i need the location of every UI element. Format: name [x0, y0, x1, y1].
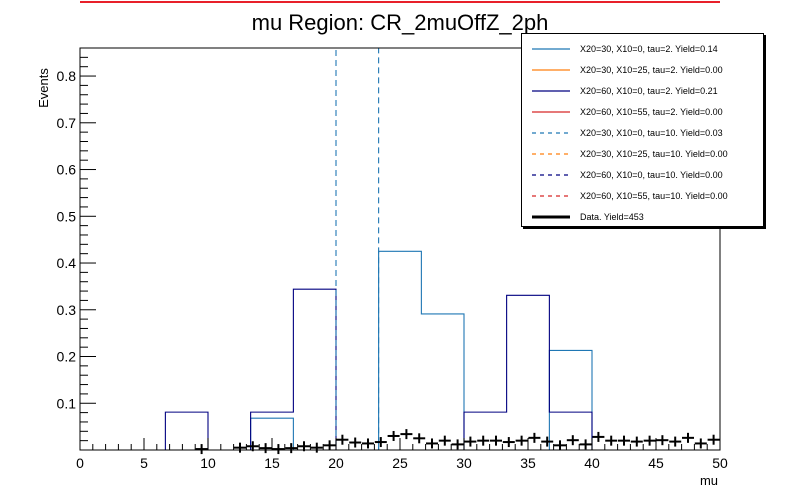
y-tick-label: 0.5 — [57, 208, 77, 224]
data-point — [579, 439, 592, 450]
data-point — [490, 435, 502, 446]
y-tick-label: 0.6 — [57, 162, 77, 178]
data-point — [426, 438, 438, 449]
data-point — [451, 439, 464, 450]
data-point — [566, 435, 579, 446]
data-point — [464, 436, 477, 447]
legend-label: X20=60, X10=55, tau=2. Yield=0.00 — [580, 107, 723, 117]
x-axis-label: mu — [700, 473, 718, 488]
x-tick-label: 10 — [200, 455, 216, 471]
legend-swatch — [532, 111, 570, 113]
legend-entry: X20=60, X10=55, tau=10. Yield=0.00 — [522, 189, 763, 203]
data-point — [272, 444, 285, 455]
legend-entry: X20=30, X10=0, tau=10. Yield=0.03 — [522, 126, 763, 140]
legend-swatch — [532, 69, 570, 71]
data-point — [643, 435, 656, 446]
data-point — [592, 431, 605, 442]
y-axis-label: Events — [36, 68, 51, 108]
data-point — [413, 433, 426, 444]
legend-swatch — [532, 174, 570, 176]
legend-swatch — [532, 195, 570, 197]
data-point — [618, 435, 630, 446]
legend-swatch — [532, 90, 570, 92]
data-point — [259, 443, 272, 454]
data-point — [694, 438, 707, 449]
legend-entry: X20=30, X10=0, tau=2. Yield=0.14 — [522, 42, 763, 56]
data-point — [707, 434, 720, 445]
legend-label: X20=30, X10=25, tau=2. Yield=0.00 — [580, 65, 723, 75]
data-point — [554, 440, 566, 451]
data-point — [195, 444, 208, 455]
series-3-line — [80, 288, 720, 451]
data-point — [400, 429, 413, 440]
legend-label: X20=60, X10=55, tau=10. Yield=0.00 — [580, 191, 728, 201]
x-tick-label: 50 — [712, 455, 728, 471]
legend-entry: Data. Yield=453 — [522, 210, 763, 224]
data-point — [438, 435, 451, 446]
legend-swatch — [532, 215, 570, 219]
y-tick-label: 0.7 — [57, 115, 77, 131]
chart-title: mu Region: CR_2muOffZ_2ph — [252, 10, 549, 35]
legend-swatch — [532, 153, 570, 155]
legend-swatch — [532, 48, 570, 50]
legend-label: X20=60, X10=0, tau=10. Yield=0.00 — [580, 170, 723, 180]
data-point — [515, 435, 528, 446]
y-tick-label: 0.4 — [57, 255, 77, 271]
legend: X20=30, X10=0, tau=2. Yield=0.14 X20=30, … — [521, 33, 764, 227]
data-point — [349, 437, 362, 448]
series-1-line — [80, 250, 720, 451]
data-point — [310, 442, 323, 453]
x-tick-label: 30 — [456, 455, 472, 471]
axes: 0 5 10 15 20 25 30 35 40 45 50 0.1 0.2 0.3 0.4 0.5 0.6 0.… — [57, 47, 728, 471]
legend-label: Data. Yield=453 — [580, 212, 644, 222]
x-tick-label: 45 — [648, 455, 664, 471]
legend-label: X20=60, X10=0, tau=2. Yield=0.21 — [580, 86, 718, 96]
legend-label: X20=30, X10=0, tau=2. Yield=0.14 — [580, 44, 718, 54]
data-point — [605, 435, 618, 446]
data-point — [374, 437, 387, 448]
y-tick-label: 0.8 — [57, 68, 77, 84]
data-point — [234, 442, 246, 453]
x-tick-label: 20 — [328, 455, 344, 471]
data-point — [630, 436, 643, 447]
x-tick-label: 5 — [140, 455, 148, 471]
legend-entry: X20=30, X10=25, tau=10. Yield=0.00 — [522, 147, 763, 161]
legend-swatch — [532, 132, 570, 134]
x-tick-label: 40 — [584, 455, 600, 471]
data-point — [528, 432, 541, 443]
data-point — [362, 438, 374, 449]
y-tick-label: 0.2 — [57, 349, 77, 365]
data-point — [323, 440, 336, 451]
data-point — [682, 432, 694, 443]
data-point — [477, 435, 490, 446]
legend-entry: X20=60, X10=55, tau=2. Yield=0.00 — [522, 105, 763, 119]
x-tick-label: 25 — [392, 455, 408, 471]
legend-label: X20=30, X10=0, tau=10. Yield=0.03 — [580, 128, 723, 138]
legend-entry: X20=60, X10=0, tau=2. Yield=0.21 — [522, 84, 763, 98]
data-point — [656, 435, 669, 446]
legend-entry: X20=30, X10=25, tau=2. Yield=0.00 — [522, 63, 763, 77]
legend-entry: X20=60, X10=0, tau=10. Yield=0.00 — [522, 168, 763, 182]
data-point — [541, 436, 554, 447]
data-point — [669, 436, 682, 447]
legend-label: X20=30, X10=25, tau=10. Yield=0.00 — [580, 149, 728, 159]
x-tick-label: 35 — [520, 455, 536, 471]
x-tick-label: 15 — [264, 455, 280, 471]
data-point — [502, 437, 515, 448]
y-tick-label: 0.1 — [57, 395, 77, 411]
top-red-bar — [80, 1, 720, 3]
y-tick-label: 0.3 — [57, 302, 77, 318]
x-tick-label: 0 — [76, 455, 84, 471]
data-point — [387, 430, 400, 441]
data-point — [336, 434, 349, 445]
data-point — [285, 443, 298, 454]
